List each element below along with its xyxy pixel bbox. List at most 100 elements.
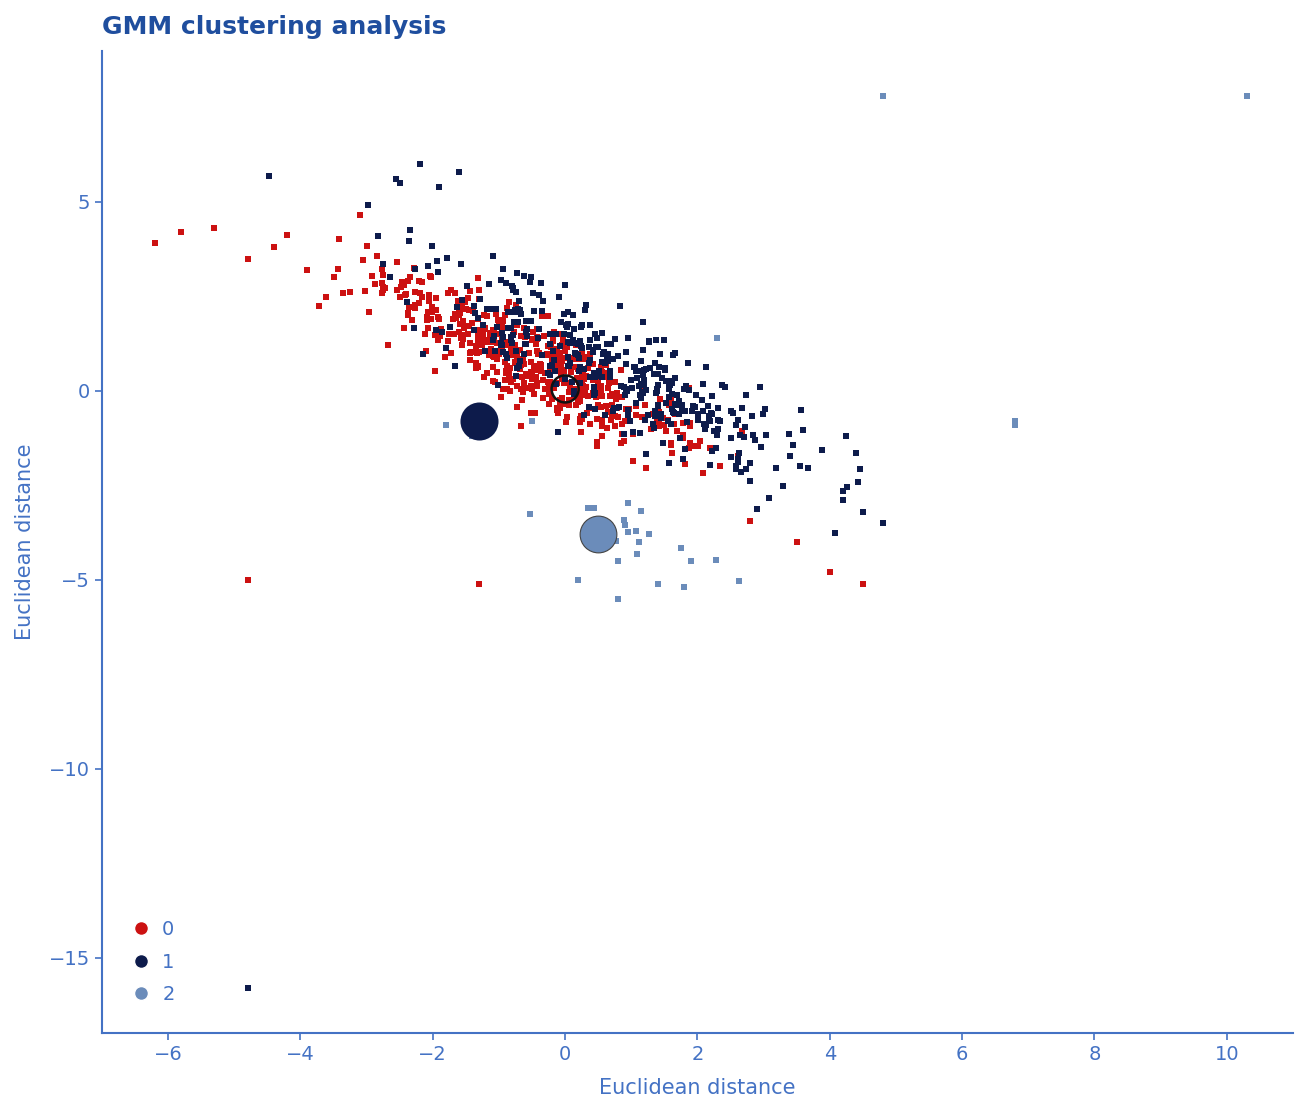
- Point: [449, 306, 470, 324]
- Point: [543, 329, 564, 347]
- Point: [441, 344, 462, 362]
- Point: [549, 354, 570, 372]
- Point: [598, 403, 619, 421]
- Point: [560, 354, 581, 372]
- Point: [836, 477, 857, 495]
- Point: [543, 346, 564, 364]
- Point: [484, 342, 505, 359]
- Point: [535, 365, 556, 383]
- Point: [521, 376, 542, 394]
- Point: [496, 357, 517, 375]
- Point: [627, 396, 647, 414]
- Point: [548, 288, 569, 306]
- Point: [501, 319, 522, 337]
- Point: [451, 255, 472, 273]
- Point: [492, 311, 513, 328]
- Point: [629, 377, 650, 395]
- Point: [630, 502, 651, 520]
- Point: [492, 338, 513, 356]
- Point: [615, 386, 636, 404]
- Point: [527, 329, 548, 347]
- Point: [470, 322, 490, 339]
- Point: [734, 417, 755, 435]
- Point: [505, 342, 526, 359]
- Point: [650, 390, 671, 407]
- Point: [695, 420, 715, 437]
- Point: [634, 376, 655, 394]
- Point: [539, 376, 560, 394]
- Point: [598, 378, 619, 396]
- Point: [634, 396, 655, 414]
- Point: [471, 336, 492, 354]
- Point: [568, 571, 589, 589]
- Point: [487, 335, 508, 353]
- Point: [466, 337, 487, 355]
- Point: [640, 359, 661, 377]
- Point: [872, 87, 893, 105]
- Point: [521, 363, 542, 381]
- Point: [706, 329, 727, 347]
- Point: [658, 388, 679, 406]
- Point: [488, 376, 509, 394]
- Point: [562, 331, 583, 348]
- Point: [489, 312, 510, 329]
- Point: [481, 329, 502, 347]
- Point: [544, 352, 565, 370]
- Point: [579, 338, 600, 356]
- Point: [509, 351, 530, 368]
- Point: [585, 384, 606, 402]
- Point: [593, 345, 613, 363]
- Point: [490, 318, 511, 336]
- Point: [549, 325, 570, 343]
- Point: [729, 412, 749, 430]
- Point: [511, 381, 532, 398]
- Point: [579, 316, 600, 334]
- Point: [633, 385, 654, 403]
- Point: [539, 373, 560, 391]
- Point: [548, 404, 569, 422]
- Point: [412, 288, 433, 306]
- Point: [636, 382, 657, 400]
- Point: [421, 268, 442, 286]
- Point: [632, 408, 653, 426]
- Point: [623, 423, 644, 441]
- Point: [579, 354, 600, 372]
- Point: [510, 305, 531, 323]
- Point: [579, 351, 600, 368]
- Point: [502, 280, 523, 298]
- Point: [570, 372, 591, 390]
- Point: [515, 335, 536, 353]
- Point: [556, 414, 577, 432]
- Point: [488, 311, 509, 328]
- Point: [607, 347, 628, 365]
- Point: [562, 306, 583, 324]
- Point: [649, 345, 670, 363]
- Point: [409, 155, 430, 173]
- Point: [661, 415, 681, 433]
- Point: [603, 351, 624, 368]
- Point: [490, 334, 511, 352]
- Point: [591, 324, 612, 342]
- Point: [674, 441, 695, 459]
- Point: [649, 403, 670, 421]
- Point: [394, 286, 415, 304]
- Point: [586, 388, 607, 406]
- Point: [602, 396, 623, 414]
- Point: [565, 345, 586, 363]
- Point: [585, 401, 606, 418]
- Point: [521, 353, 542, 371]
- Point: [470, 280, 490, 298]
- Point: [531, 307, 552, 325]
- Point: [848, 473, 869, 491]
- Point: [419, 286, 439, 304]
- Point: [498, 294, 519, 312]
- Point: [688, 405, 709, 423]
- Point: [446, 309, 467, 327]
- Point: [611, 388, 632, 406]
- Point: [555, 342, 576, 359]
- Point: [492, 336, 513, 354]
- Point: [661, 434, 681, 452]
- Point: [553, 325, 574, 343]
- Point: [560, 376, 581, 394]
- Point: [490, 336, 511, 354]
